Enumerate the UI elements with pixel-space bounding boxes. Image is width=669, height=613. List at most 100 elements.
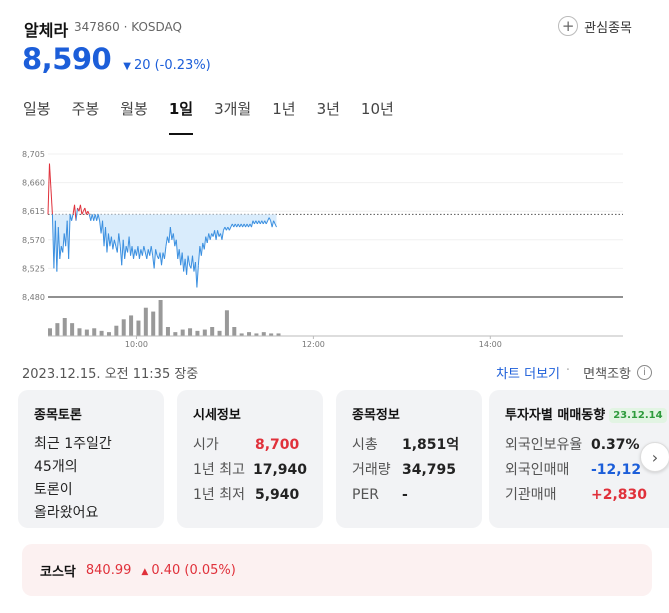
price-line-segment: [169, 227, 173, 240]
tab-3year[interactable]: 3년: [316, 100, 340, 118]
volume-bar: [261, 332, 266, 336]
price-line-segment: [221, 230, 224, 240]
chevron-right-icon: ›: [651, 447, 659, 467]
volume-bar: [106, 332, 111, 336]
price-line-segment: [150, 246, 154, 256]
foreign-trade-label: 외국인매매: [505, 462, 570, 478]
volume-bar: [247, 332, 252, 336]
price-line-segment: [75, 207, 78, 221]
card-stock-info-title: 종목정보: [352, 408, 400, 423]
volume-bar: [136, 320, 141, 336]
marketcap-value: 1,851억: [402, 437, 460, 453]
price-line-segment: [200, 242, 204, 256]
stock-row-volume: 거래량 34,795: [352, 458, 466, 483]
foreign-ratio-label: 외국인보유율: [505, 437, 583, 453]
price-line-segment: [268, 217, 272, 221]
card-discussion[interactable]: 종목토론 최근 1주일간 45개의 토론이 올라왔어요: [18, 390, 164, 528]
investor-date-badge: 23.12.14: [609, 408, 667, 423]
volume-bar: [151, 311, 156, 336]
price-line-segment: [206, 233, 210, 244]
quote-row-52w-high: 1년 최고 17,940: [193, 458, 307, 483]
quote-52w-low-label: 1년 최저: [193, 487, 245, 503]
price-line-segment: [215, 230, 219, 240]
x-tick-label: 14:00: [479, 340, 502, 349]
quote-open-value: 8,700: [255, 437, 300, 453]
price-line-segment: [113, 239, 117, 247]
card-stock-info[interactable]: 종목정보 시총 1,851억 거래량 34,795 PER -: [336, 390, 482, 528]
volume-label: 거래량: [352, 462, 391, 478]
per-value: -: [402, 487, 408, 503]
volume-bar: [143, 307, 148, 336]
plus-icon: +: [558, 16, 579, 36]
info-icon[interactable]: i: [637, 365, 652, 380]
institution-trade-value: +2,830: [591, 487, 648, 503]
quote-52w-low-value: 5,940: [255, 487, 300, 503]
price-line-segment: [124, 246, 127, 259]
quote-row-open: 시가 8,700: [193, 433, 307, 458]
volume-bar: [70, 323, 75, 336]
x-tick-label: 12:00: [302, 340, 325, 349]
tab-daily-candle[interactable]: 일봉: [23, 100, 51, 118]
card-investor-trend[interactable]: 투자자별 매매동향 23.12.14 외국인보유율 0.37% 외국인매매 -12…: [489, 390, 669, 528]
price-line-segment: [217, 230, 220, 237]
price-line-segment: [62, 233, 65, 253]
tab-10year[interactable]: 10년: [360, 100, 394, 118]
price-change: ▼ 20 (-0.23%): [123, 58, 211, 73]
volume-bar: [129, 315, 134, 336]
quote-timestamp: 2023.12.15. 오전 11:35 장중: [22, 367, 199, 382]
price-line-segment: [71, 214, 74, 221]
volume-bar: [114, 325, 119, 336]
stock-row-per: PER -: [352, 483, 466, 508]
tab-1year[interactable]: 1년: [272, 100, 296, 118]
chart-meta-row: 2023.12.15. 오전 11:35 장중 차트 더보기 · 면책조항 i: [22, 363, 652, 383]
intraday-chart[interactable]: 8,705 8,660 8,615 8,570 8,525 8,480 10:00 12:00…: [0, 140, 669, 355]
volume-bar: [210, 327, 215, 336]
price-line-segment: [271, 220, 275, 228]
volume-bar: [121, 319, 126, 336]
chart-period-tabs: 일봉 주봉 월봉 1일 3개월 1년 3년 10년: [23, 98, 415, 135]
volume-bar: [180, 329, 185, 336]
price-line-segment: [163, 246, 167, 259]
disclaimer-link[interactable]: 면책조항 i: [583, 363, 652, 382]
price-line-segment: [265, 220, 269, 225]
price-line-segment: [79, 204, 83, 215]
price-line-segment: [137, 246, 140, 259]
kosdaq-index-bar[interactable]: 코스닥 840.99 ▲ 0.40 (0.05%): [22, 544, 652, 596]
quote-row-52w-low: 1년 최저 5,940: [193, 483, 307, 508]
volume-value: 34,795: [402, 462, 457, 478]
y-tick-label: 8,480: [22, 293, 45, 302]
price-line-segment: [155, 249, 158, 256]
tab-1day[interactable]: 1일: [168, 98, 194, 135]
cards-next-button[interactable]: ›: [640, 442, 669, 472]
marketcap-label: 시총: [352, 437, 378, 453]
volume-bar: [195, 330, 200, 336]
price-line-segment: [128, 236, 132, 256]
card-quote-info[interactable]: 시세정보 시가 8,700 1년 최고 17,940 1년 최저 5,940: [177, 390, 323, 528]
price-line-segment: [51, 214, 55, 269]
more-chart-link[interactable]: 차트 더보기: [496, 367, 560, 382]
volume-bar: [99, 330, 104, 336]
stock-code-market: 347860 · KOSDAQ: [74, 20, 182, 34]
price-line-segment: [122, 239, 126, 259]
volume-bar: [55, 323, 60, 336]
volume-bar: [158, 300, 163, 336]
below-reference-fill: [48, 214, 277, 288]
price-line-segment: [181, 252, 185, 272]
price-line-segment: [107, 233, 111, 247]
volume-bar: [269, 333, 274, 336]
add-watchlist-button[interactable]: + 관심종목: [558, 16, 632, 36]
tab-monthly-candle[interactable]: 월봉: [120, 100, 148, 118]
tab-weekly-candle[interactable]: 주봉: [71, 100, 100, 118]
quote-52w-high-label: 1년 최고: [193, 462, 245, 478]
price-line-segment: [97, 214, 101, 221]
price-line-segment: [165, 236, 168, 247]
price-line-segment: [110, 236, 114, 250]
price-line-segment: [138, 249, 142, 259]
index-name: 코스닥: [40, 564, 76, 580]
tab-3month[interactable]: 3개월: [214, 100, 252, 118]
price-line-segment: [203, 236, 207, 250]
price-line-segment: [116, 233, 120, 253]
price-line-segment: [168, 227, 171, 244]
stock-row-marketcap: 시총 1,851억: [352, 433, 466, 458]
y-tick-label: 8,570: [22, 236, 45, 245]
